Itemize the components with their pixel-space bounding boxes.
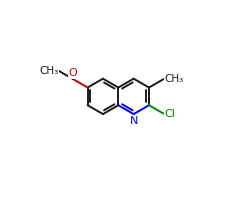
- Text: N: N: [129, 116, 138, 126]
- Text: O: O: [69, 68, 78, 78]
- Text: CH₃: CH₃: [164, 74, 184, 84]
- Text: CH₃: CH₃: [39, 66, 58, 76]
- Text: Cl: Cl: [164, 109, 175, 119]
